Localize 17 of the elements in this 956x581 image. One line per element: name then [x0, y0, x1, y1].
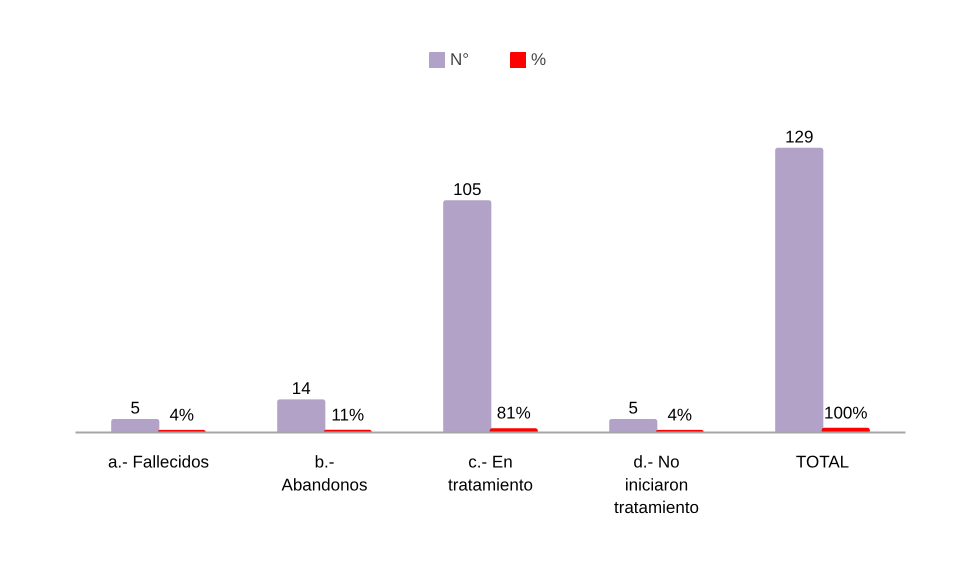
data-label: 105	[453, 180, 482, 199]
data-label: 4%	[667, 405, 692, 424]
x-tick-label: c.- En tratamiento	[448, 452, 534, 494]
x-tick-label: a.- Fallecidos	[108, 452, 210, 472]
legend-label: N°	[450, 50, 470, 70]
data-label: 11%	[331, 405, 364, 424]
data-label: 129	[785, 127, 814, 146]
data-label: 5	[130, 398, 140, 418]
data-label: 81%	[496, 404, 531, 423]
x-tick-label: d.- No iniciaron tratamiento	[614, 452, 700, 518]
x-tick-label: b.- Abandonos	[281, 452, 368, 494]
data-label: 100%	[824, 403, 868, 422]
legend-label: %	[531, 50, 548, 70]
data-label: 4%	[169, 405, 194, 424]
data-label: 5	[628, 398, 638, 418]
data-label: 14	[292, 378, 311, 398]
x-tick-label: TOTAL	[796, 452, 850, 472]
